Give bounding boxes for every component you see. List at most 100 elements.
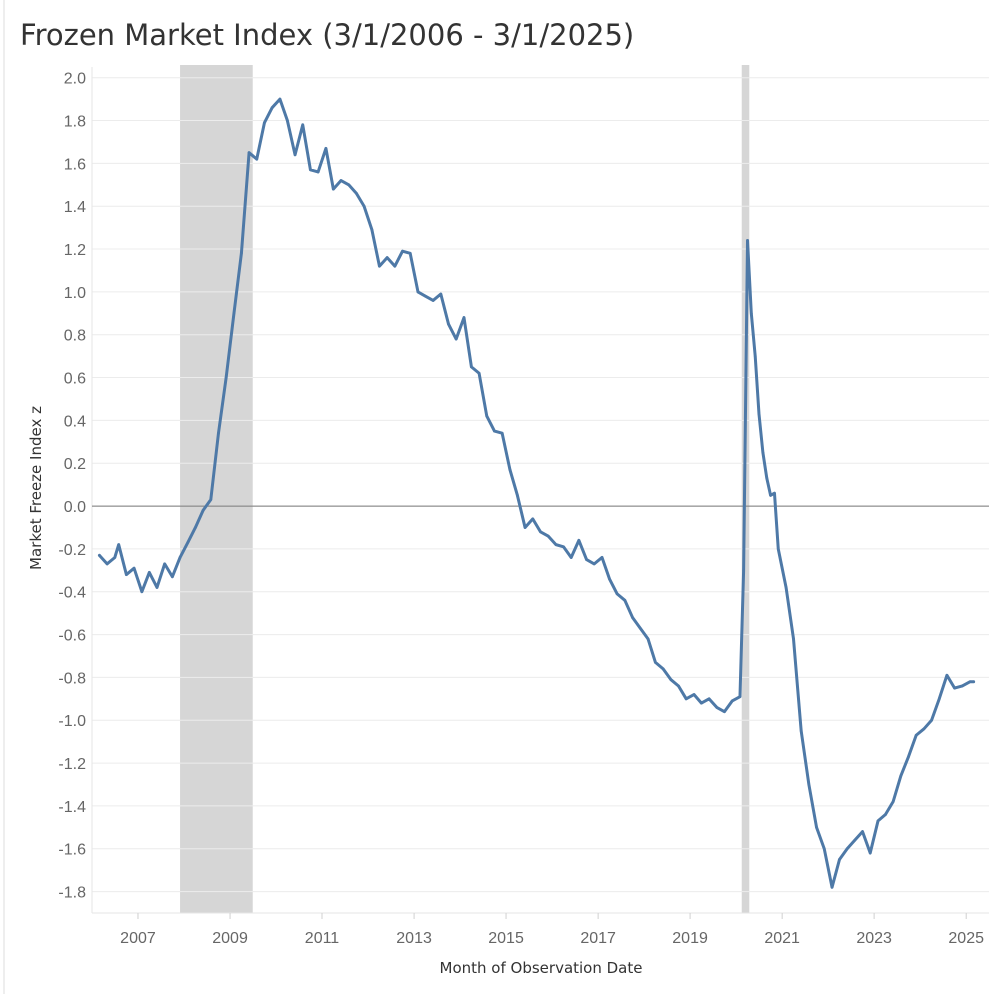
data-point: [600, 556, 604, 559]
y-tick-label: 1.8: [64, 114, 86, 131]
data-point: [577, 539, 581, 542]
y-tick-label: 1.4: [64, 199, 86, 216]
y-tick-label: 0.6: [64, 371, 86, 388]
data-point: [516, 494, 519, 497]
data-point: [270, 106, 274, 109]
y-tick-label: -1.2: [58, 756, 86, 773]
data-point: [707, 697, 711, 701]
data-point: [105, 562, 109, 566]
data-point: [98, 554, 101, 557]
data-point: [914, 733, 918, 737]
data-point: [539, 530, 542, 534]
chart-title: Frozen Market Index (3/1/2006 - 3/1/2025…: [20, 18, 635, 52]
data-point: [554, 543, 558, 546]
data-point: [891, 800, 895, 803]
data-point: [477, 371, 481, 375]
data-point: [769, 494, 772, 497]
x-tick-label: 2015: [488, 930, 524, 947]
data-point: [454, 337, 458, 341]
data-point: [263, 121, 266, 124]
data-point: [746, 239, 749, 242]
data-point: [592, 562, 596, 566]
data-point: [217, 431, 220, 435]
x-axis-label: Month of Observation Date: [440, 959, 643, 977]
y-tick-label: 1.0: [64, 285, 86, 302]
data-point: [669, 678, 673, 681]
y-tick-label: 2.0: [64, 71, 86, 88]
data-point: [286, 119, 289, 122]
data-point: [738, 695, 742, 698]
data-point: [439, 292, 443, 296]
y-axis-ticks: 2.0 1.8 1.6 1.4 1.2 1.0 0.8 0.6 0.4 0.2 0.0 -0.2 -0.…: [58, 71, 86, 902]
data-point: [868, 851, 872, 855]
data-point: [278, 97, 282, 101]
data-point: [562, 545, 565, 549]
data-point: [194, 526, 197, 529]
data-point: [585, 558, 588, 561]
data-point: [608, 577, 611, 581]
data-point: [232, 312, 236, 315]
series-layer: [97, 97, 976, 889]
data-point: [757, 412, 761, 416]
data-point: [638, 626, 642, 630]
data-point: [792, 637, 795, 641]
x-axis-ticks: 2007 2009 2011 2013 2015 2017 2019 2021 2023 2025: [120, 913, 984, 947]
data-point: [753, 354, 757, 358]
data-point: [631, 616, 634, 619]
y-tick-label: 0.2: [64, 456, 86, 473]
x-tick-label: 2025: [948, 930, 984, 947]
data-point: [654, 661, 657, 664]
data-point: [692, 693, 696, 696]
data-point: [677, 684, 680, 688]
data-point: [838, 858, 841, 861]
data-point: [953, 686, 956, 690]
data-point: [113, 556, 117, 559]
data-point: [408, 252, 412, 255]
data-point: [907, 755, 910, 758]
data-point: [140, 590, 144, 594]
data-point: [646, 637, 650, 641]
y-tick-label: -1.0: [58, 713, 86, 730]
x-tick-label: 2013: [396, 930, 432, 947]
data-point: [715, 706, 719, 709]
data-point: [930, 718, 933, 722]
data-point: [853, 838, 857, 842]
data-point: [765, 476, 769, 480]
y-tick-label: -0.6: [58, 628, 86, 645]
data-point: [961, 684, 964, 688]
data-point: [922, 727, 926, 731]
data-point: [132, 566, 136, 570]
data-point: [255, 157, 259, 161]
data-point: [155, 586, 159, 589]
data-point: [623, 599, 627, 602]
y-tick-label: -0.2: [58, 542, 86, 559]
data-point: [661, 667, 665, 671]
y-tick-label: 0.4: [64, 413, 86, 430]
data-point: [531, 517, 535, 521]
data-point: [815, 826, 818, 829]
y-tick-label: 0.8: [64, 328, 86, 345]
x-tick-label: 2019: [672, 930, 708, 947]
x-tick-label: 2017: [580, 930, 616, 947]
x-tick-label: 2011: [305, 930, 340, 947]
y-tick-label: 0.0: [64, 499, 86, 516]
data-point: [470, 365, 473, 369]
data-point: [730, 699, 734, 703]
data-point: [485, 414, 489, 418]
y-tick-label: -1.6: [58, 842, 86, 859]
data-point: [845, 847, 849, 851]
data-point: [316, 170, 320, 174]
data-point: [362, 204, 366, 208]
y-axis-label: Market Freeze Index z: [27, 406, 45, 570]
data-point: [972, 680, 975, 683]
y-tick-label: 1.6: [64, 156, 86, 173]
data-point: [163, 562, 166, 566]
data-point: [776, 547, 780, 551]
data-point: [493, 429, 496, 433]
data-point: [247, 151, 251, 154]
data-point: [385, 256, 389, 259]
data-point: [125, 573, 128, 576]
data-point: [393, 264, 397, 268]
y-tick-label: -0.8: [58, 670, 86, 687]
data-point: [523, 526, 527, 529]
